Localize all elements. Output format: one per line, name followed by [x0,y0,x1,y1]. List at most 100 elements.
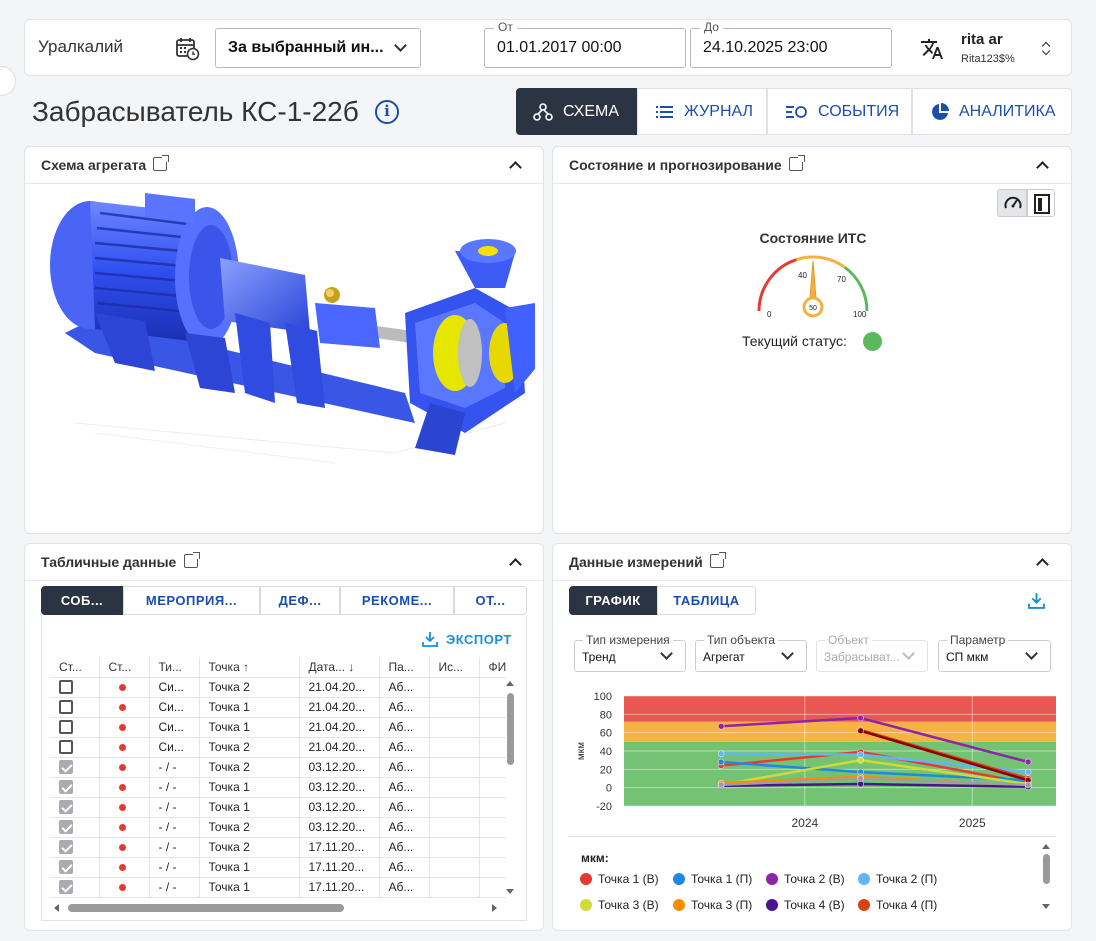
table-row[interactable]: Си... Точка 2 21.04.20... Аб... [50,737,506,758]
row-checkbox[interactable] [59,680,73,695]
data-point [1024,768,1032,776]
subtab-defects[interactable]: ДЕФ... [260,586,340,615]
object-type-select[interactable]: Тип объекта Агрегат [695,633,807,672]
collapse-icon[interactable] [509,558,522,571]
type-cell: - / - [149,817,200,838]
legend-scrollbar[interactable] [1040,842,1052,914]
horizontal-scrollbar[interactable] [52,901,502,915]
legend-item[interactable]: Точка 2 (П) [858,872,937,886]
table-row[interactable]: Си... Точка 1 21.04.20... Аб... [50,697,506,718]
side-toggle[interactable] [0,66,16,96]
external-link-icon[interactable] [184,552,200,568]
gauge-title: Состояние ИТС [759,230,867,246]
legend-item[interactable]: Точка 2 (В) [766,872,845,886]
status-dot [118,864,126,871]
subtab-events[interactable]: СОБ... [41,586,123,615]
subtab-measures[interactable]: МЕРОПРИЯ... [123,586,260,615]
row-checkbox[interactable] [59,720,73,735]
table-row[interactable]: - / - Точка 2 03.12.20... Аб... [50,757,506,778]
table-row[interactable]: - / - Точка 2 17.11.20... Аб... [50,837,506,858]
tab-events[interactable]: СОБЫТИЯ [767,88,912,135]
chevron-down-icon [394,39,407,52]
status-cell[interactable] [50,817,100,838]
table-row[interactable]: - / - Точка 1 03.12.20... Аб... [50,777,506,798]
table-row[interactable]: - / - Точка 1 17.11.20... Аб... [50,857,506,878]
tab-table[interactable]: ТАБЛИЦА [657,586,756,615]
row-checkbox[interactable] [59,740,73,755]
row-checkbox[interactable] [59,700,73,715]
status-cell[interactable] [50,857,100,878]
type-cell: - / - [149,857,200,878]
status-cell[interactable] [50,797,100,818]
column-header[interactable]: Точка ↑ [199,657,300,678]
tab-journal[interactable]: ЖУРНАЛ [637,88,767,135]
row-checkbox [59,840,73,855]
parameter-select[interactable]: Параметр СП мкм [938,633,1051,672]
collapse-icon[interactable] [509,161,522,174]
table-row[interactable]: Си... Точка 1 21.04.20... Аб... [50,717,506,738]
tab-graph[interactable]: ГРАФИК [569,586,657,615]
type-cell: - / - [149,757,200,778]
executor-cell [429,717,480,738]
column-header[interactable]: Ст... [50,657,100,678]
legend-item[interactable]: Точка 3 (П) [673,898,752,912]
type-cell: Си... [149,677,200,698]
table-row[interactable]: - / - Точка 1 03.12.20... Аб... [50,797,506,818]
date-cell: 03.12.20... [299,797,380,818]
status-cell[interactable] [50,717,100,738]
legend-item[interactable]: Точка 1 (П) [673,872,752,886]
table-row[interactable]: - / - Точка 2 03.12.20... Аб... [50,817,506,838]
external-link-icon[interactable] [710,552,726,568]
panel-title: Схема агрегата [41,157,147,173]
legend-item[interactable]: Точка 1 (В) [580,872,659,886]
column-header[interactable]: Ис... [429,657,480,678]
subtab-reports[interactable]: ОТ... [454,586,527,615]
table-row[interactable]: Си... Точка 2 21.04.20... Аб... [50,677,506,698]
status-cell[interactable] [50,777,100,798]
user-menu-toggle[interactable] [1039,38,1055,58]
download-icon[interactable] [1028,592,1045,609]
external-link-icon[interactable] [153,155,169,171]
translate-icon[interactable] [920,37,944,61]
table-row[interactable]: - / - Точка 1 17.11.20... Аб... [50,877,506,898]
collapse-icon[interactable] [1036,161,1049,174]
column-header[interactable]: ФИО [479,657,506,678]
collapse-icon[interactable] [1036,558,1049,571]
date-from-field[interactable]: От 01.01.2017 00:00 [484,20,686,68]
export-button[interactable]: ЭКСПОРТ [422,631,512,647]
legend-item[interactable]: Точка 4 (В) [766,898,845,912]
status-cell[interactable] [50,757,100,778]
column-header[interactable]: Дата... ↓ [299,657,380,678]
period-select[interactable]: За выбранный ин... [215,28,421,68]
measure-type-select[interactable]: Тип измерения Тренд [574,633,686,672]
param-cell: Аб... [379,857,430,878]
status-cell[interactable] [50,837,100,858]
date-cell: 03.12.20... [299,817,380,838]
date-to-field[interactable]: До 24.10.2025 23:00 [690,20,892,68]
subtab-recommendations[interactable]: РЕКОМЕ... [340,586,454,615]
tab-analytics[interactable]: АНАЛИТИКА [912,88,1072,135]
status-cell[interactable] [50,877,100,898]
status-cell[interactable] [50,697,100,718]
legend-label: Точка 3 (П) [691,898,753,912]
fio-cell [479,677,506,698]
external-link-icon[interactable] [789,155,805,171]
table-viewport: Ст... Ст... Ти... Точка ↑ Дата... ↓ Па... Ис..… [50,657,506,903]
status-cell[interactable] [50,737,100,758]
column-header[interactable]: Па... [379,657,430,678]
type-cell: Си... [149,737,200,758]
column-header[interactable]: Ст... [99,657,150,678]
y-tick-label: 60 [600,728,612,740]
column-header[interactable]: Ти... [149,657,200,678]
calendar-clock-icon[interactable] [175,36,200,61]
bar-view-button[interactable] [1027,189,1055,217]
vertical-scrollbar[interactable] [504,677,516,895]
legend-item[interactable]: Точка 3 (В) [580,898,659,912]
panel-title: Табличные данные [41,554,177,570]
tab-scheme[interactable]: СХЕМА [516,88,637,135]
executor-cell [429,777,480,798]
gauge-view-button[interactable] [997,189,1027,217]
legend-item[interactable]: Точка 4 (П) [858,898,937,912]
status-cell[interactable] [50,677,100,698]
info-icon[interactable]: i [375,100,399,124]
